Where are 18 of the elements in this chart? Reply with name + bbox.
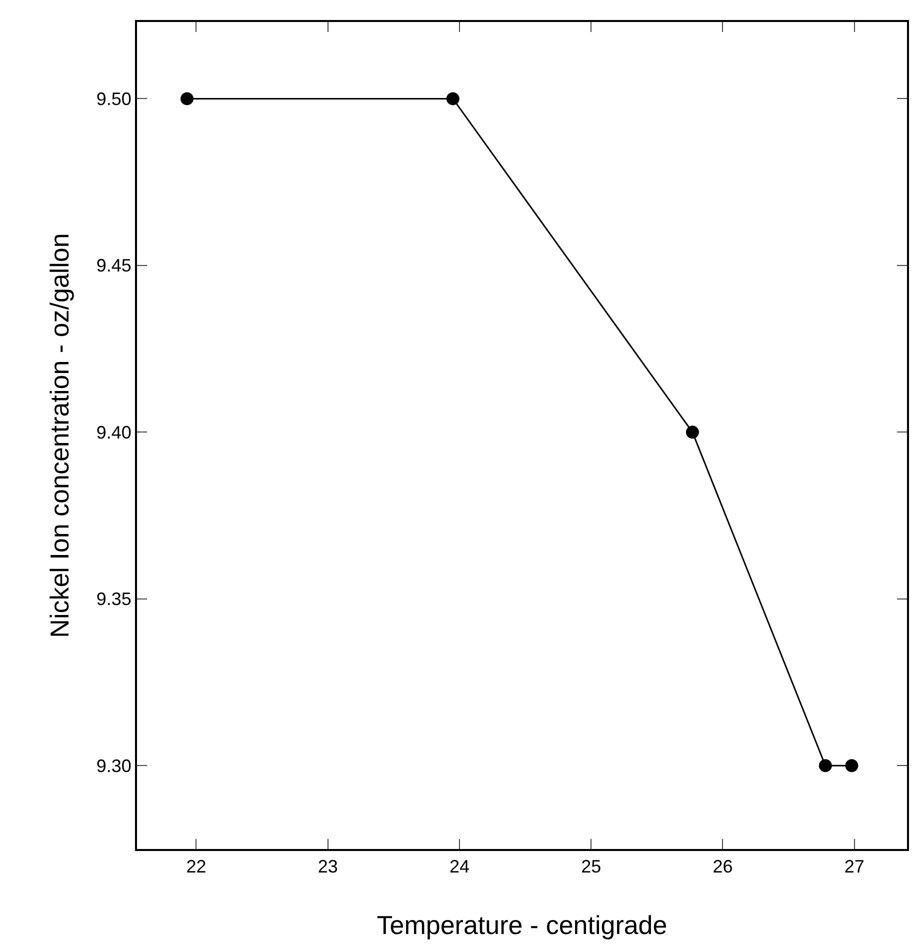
- point: [686, 426, 699, 439]
- x-tick-label: 27: [844, 856, 864, 877]
- y-tick-label: 9.45: [96, 256, 132, 276]
- y-tick-label: 9.30: [96, 756, 132, 776]
- y-tick-label: 9.40: [96, 422, 132, 442]
- y-tick-label: 9.50: [96, 89, 132, 109]
- x-tick-label: 25: [581, 856, 602, 877]
- point: [180, 92, 194, 106]
- x-axis-title: Temperature - centigrade: [376, 910, 668, 940]
- x-tick-label: 26: [712, 856, 733, 877]
- x-tick-label: 22: [186, 856, 206, 877]
- y-tick-label: 9.35: [96, 589, 132, 610]
- point: [845, 759, 858, 772]
- x-tick-label: 23: [318, 856, 338, 877]
- x-tick-label: 24: [449, 856, 470, 877]
- point: [446, 92, 460, 106]
- y-axis-title: Nickel Ion concentration - oz/gallon: [44, 233, 74, 638]
- point: [818, 759, 832, 772]
